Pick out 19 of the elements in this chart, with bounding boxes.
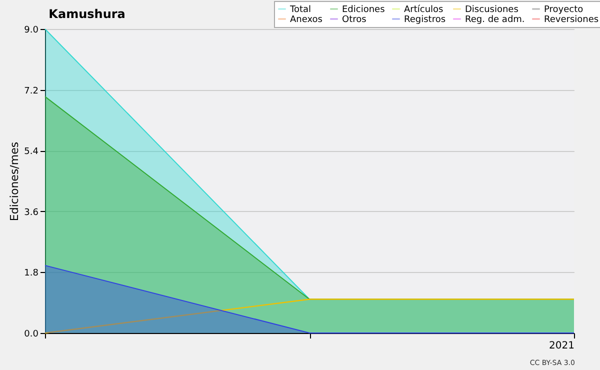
legend-label: Proyecto [544,5,584,15]
legend-label: Otros [342,15,367,25]
y-tick-label: 0.0 [24,330,39,340]
legend-label: Ediciones [342,5,386,15]
legend-label: Artículos [404,4,444,15]
y-axis-title: Ediciones/mes [8,142,22,222]
legend-label: Reg. de adm. [465,15,525,25]
y-tick-label: 1.8 [24,268,39,279]
legend-label: Anexos [290,15,323,25]
chart-title: Kamushura [48,7,126,21]
y-tick-label: 7.2 [24,86,38,96]
legend-label: Reversiones [544,15,599,25]
legend-label: Discusiones [465,5,519,15]
legend-label: Registros [404,15,446,25]
y-tick-label: 9.0 [24,26,39,36]
x-tick-label: 2021 [549,340,574,352]
legend-label: Total [289,5,312,15]
y-tick-label: 5.4 [24,147,39,158]
y-tick-label: 3.6 [24,208,39,218]
